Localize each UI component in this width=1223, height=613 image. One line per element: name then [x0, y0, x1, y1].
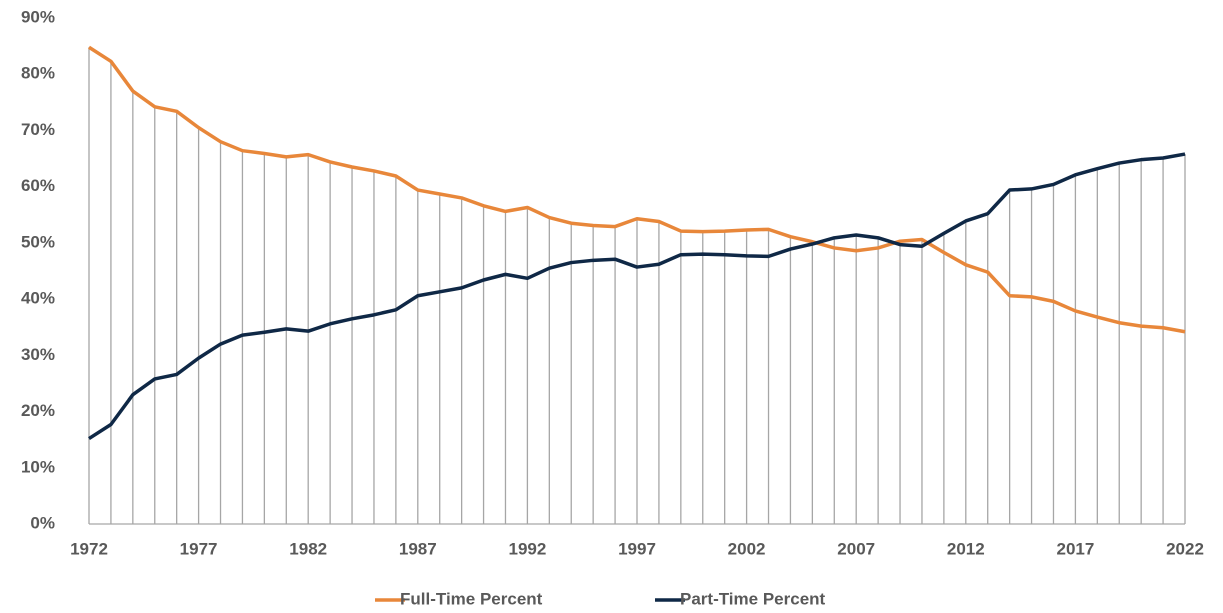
x-tick-label: 1982	[289, 539, 327, 558]
y-tick-label: 30%	[21, 345, 55, 364]
y-tick-label: 40%	[21, 289, 55, 308]
x-tick-label: 1972	[70, 539, 108, 558]
y-tick-label: 80%	[21, 64, 55, 83]
legend-label: Part-Time Percent	[680, 589, 826, 608]
x-tick-label: 1997	[618, 539, 656, 558]
y-tick-label: 70%	[21, 120, 55, 139]
x-tick-label: 2007	[837, 539, 875, 558]
y-tick-label: 60%	[21, 176, 55, 195]
y-tick-label: 50%	[21, 232, 55, 251]
x-tick-label: 2017	[1056, 539, 1094, 558]
x-tick-label: 2002	[728, 539, 766, 558]
x-tick-label: 2022	[1166, 539, 1204, 558]
legend-label: Full-Time Percent	[400, 589, 543, 608]
y-tick-label: 90%	[21, 7, 55, 26]
x-tick-label: 2012	[947, 539, 985, 558]
x-tick-label: 1992	[508, 539, 546, 558]
y-tick-label: 10%	[21, 457, 55, 476]
series-line	[88, 152, 1186, 441]
x-tick-label: 1987	[399, 539, 437, 558]
y-tick-label: 20%	[21, 401, 55, 420]
x-tick-label: 1977	[180, 539, 218, 558]
y-tick-label: 0%	[30, 513, 55, 532]
series-line	[88, 45, 1186, 334]
